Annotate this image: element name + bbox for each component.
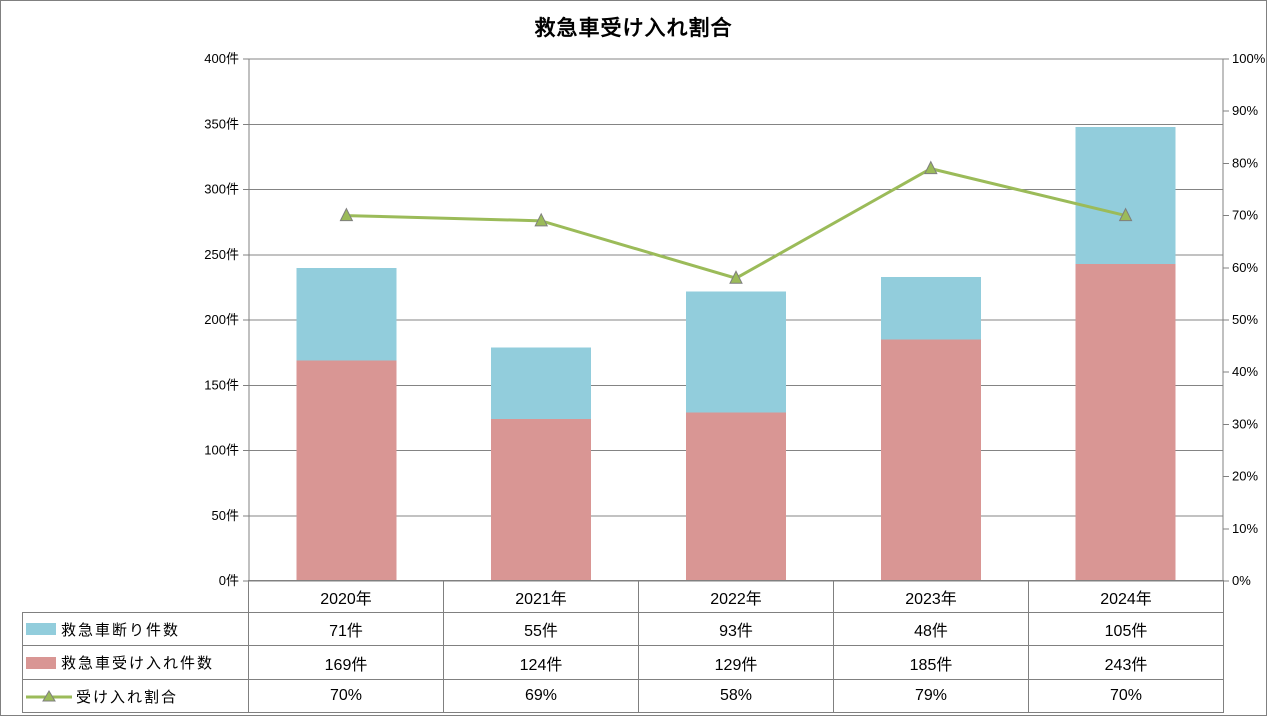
left-axis-label: 150件	[204, 377, 239, 392]
value-cell: 169件	[248, 645, 444, 680]
bar-segment-accepted	[1075, 263, 1176, 581]
legend-label: 救急車受け入れ件数	[61, 655, 215, 672]
left-axis-label: 100件	[204, 443, 239, 458]
value-cell: 105件	[1028, 612, 1224, 646]
data-table: 2020年 2021年 2022年 2023年 2024年救急車断り件数 71件 55件 93…	[22, 580, 1224, 713]
right-axis-label: 50%	[1232, 312, 1258, 327]
left-axis-label: 400件	[204, 51, 239, 66]
bar-segment-declined	[1075, 126, 1176, 264]
year-header-cell: 2021年	[443, 580, 639, 613]
value-cell: 93件	[638, 612, 834, 646]
right-axis-label: 70%	[1232, 208, 1258, 223]
legend-cell: 救急車受け入れ件数	[22, 645, 249, 680]
value-cell: 71件	[248, 612, 444, 646]
rate-line	[346, 167, 1126, 280]
legend-cell: 受け入れ割合	[22, 679, 249, 713]
left-axis-label: 0件	[219, 573, 239, 588]
right-axis-label: 40%	[1232, 364, 1258, 379]
value-cell: 124件	[443, 645, 639, 680]
line-marker	[339, 207, 354, 222]
bar-segment-declined	[880, 276, 981, 340]
right-axis-label: 80%	[1232, 155, 1258, 170]
left-axis-label: 200件	[204, 312, 239, 327]
bar-segment-accepted	[491, 419, 592, 581]
legend-swatch-bar	[26, 623, 56, 635]
value-cell: 185件	[833, 645, 1029, 680]
bar-segment-declined	[296, 267, 397, 361]
bar-segment-accepted	[296, 360, 397, 581]
right-axis-label: 20%	[1232, 469, 1258, 484]
left-axis-label: 300件	[204, 182, 239, 197]
value-cell: 243件	[1028, 645, 1224, 680]
legend-label: 救急車断り件数	[61, 621, 181, 639]
left-axis-label: 50件	[212, 508, 239, 523]
year-header-cell: 2022年	[638, 580, 834, 613]
year-header-cell: 2020年	[248, 580, 444, 613]
chart-title: 救急車受け入れ割合	[534, 17, 733, 40]
left-axis-label: 350件	[204, 116, 239, 131]
left-axis-label: 250件	[204, 247, 239, 262]
value-cell: 55件	[443, 612, 639, 646]
value-cell: 70%	[1028, 679, 1224, 713]
year-header-cell: 2023年	[833, 580, 1029, 613]
legend-swatch-line	[26, 690, 72, 702]
line-marker	[1118, 207, 1133, 222]
legend-swatch-bar	[26, 656, 56, 669]
line-marker	[729, 270, 743, 284]
value-cell: 69%	[443, 679, 639, 713]
value-cell: 129件	[638, 645, 834, 680]
legend-cell: 救急車断り件数	[22, 612, 249, 646]
value-cell: 79%	[833, 679, 1029, 713]
value-cell: 70%	[248, 679, 444, 713]
legend-label: 受け入れ割合	[76, 688, 179, 706]
bar-segment-declined	[686, 291, 786, 413]
right-axis-label: 0%	[1232, 573, 1251, 588]
right-axis-label: 60%	[1232, 260, 1258, 275]
bar-segment-accepted	[686, 412, 786, 581]
bar-segment-declined	[491, 347, 592, 420]
right-axis-label: 90%	[1232, 103, 1258, 118]
table-spacer-cell	[23, 581, 249, 613]
line-marker	[534, 212, 549, 227]
bar-segment-accepted	[880, 339, 981, 581]
year-header-cell: 2024年	[1028, 580, 1224, 613]
value-cell: 48件	[833, 612, 1029, 646]
right-axis-label: 100%	[1232, 51, 1266, 66]
right-axis-label: 10%	[1232, 521, 1258, 536]
right-axis-label: 30%	[1232, 416, 1258, 431]
line-marker	[923, 160, 938, 175]
value-cell: 58%	[638, 679, 834, 713]
